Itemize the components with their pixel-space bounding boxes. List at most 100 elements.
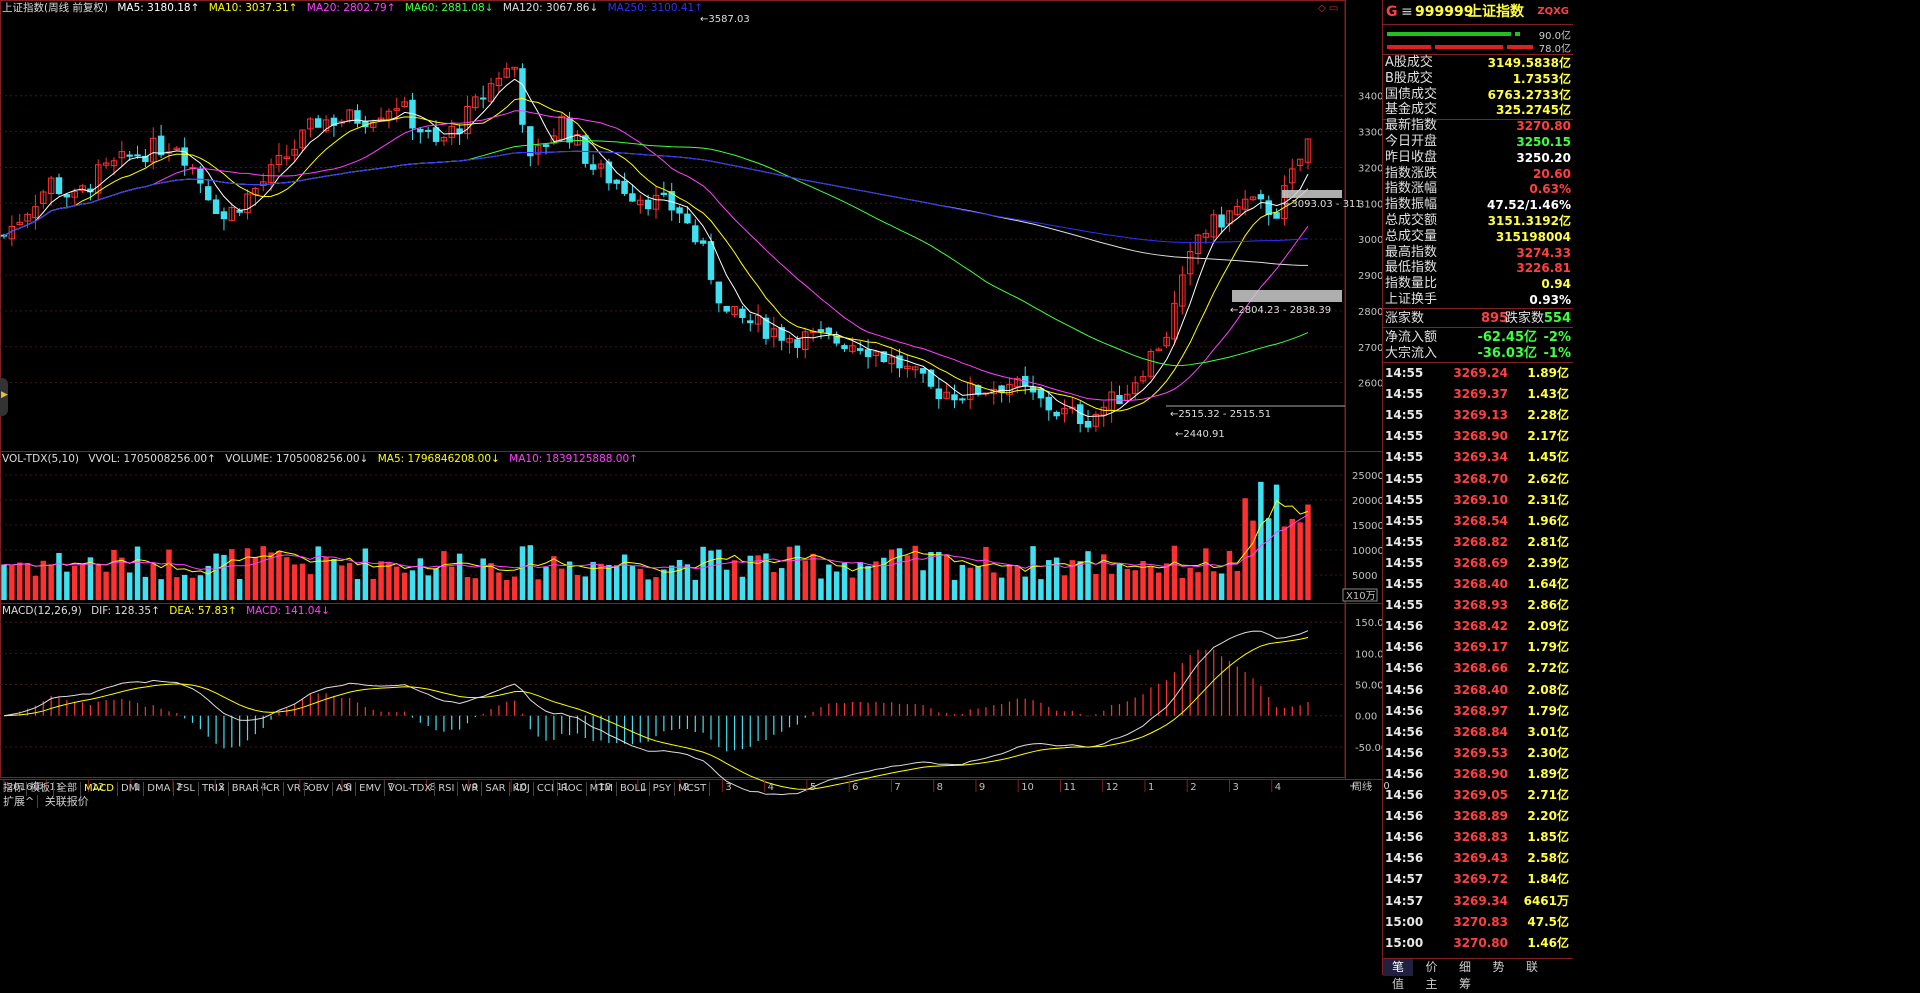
ma250-line [3, 150, 1309, 243]
menu-icon[interactable]: ≡ [1401, 4, 1413, 20]
tab-xi[interactable]: 细 [1458, 960, 1471, 974]
tab-jia[interactable]: 价 [1425, 960, 1438, 974]
indicator-tab[interactable]: DMI [118, 782, 145, 796]
tick-price: 3269.53 [1453, 745, 1508, 760]
tick-volume: 1.46亿 [1527, 935, 1569, 950]
zoom-reset-button[interactable]: 0 [1383, 781, 1390, 792]
volume-bar [1305, 504, 1311, 600]
expand-button[interactable]: 扩展^ [0, 795, 39, 808]
volume-bar [40, 560, 47, 600]
indicator-tab[interactable]: BOLL [617, 782, 650, 796]
indicator-tab[interactable]: WR [458, 782, 483, 796]
indicator-tabbar[interactable]: 指标 模板 全部 MACD DMI DMA FSL TRIX BRAR CR VR OBV ASI EMV… [0, 781, 711, 796]
tab-lian[interactable]: 联 [1525, 960, 1538, 974]
indicator-tab[interactable]: OBV [305, 782, 333, 796]
candle-body [1100, 406, 1107, 416]
candle-body [503, 68, 510, 78]
block-inflow-pct: -1% [1543, 346, 1571, 361]
indicator-tab[interactable]: RSI [435, 782, 459, 796]
indicator-tab[interactable]: 全部 [54, 782, 81, 796]
quote-header[interactable]: G ≡ 999999 上证指数 ZQXG [1383, 0, 1573, 25]
indicator-tab[interactable]: MACD [81, 782, 118, 796]
volume-bar [904, 555, 911, 600]
volume-bar [1226, 550, 1233, 600]
ma5-line [3, 78, 1309, 417]
volume-bar [684, 564, 691, 600]
tab-bi[interactable]: 笔 [1383, 959, 1413, 976]
indicator-tab[interactable]: PSY [650, 782, 676, 796]
candle-body [1281, 185, 1288, 219]
indicator-tab[interactable]: BRAR [229, 782, 263, 796]
candle-body [440, 137, 448, 142]
panel-tabs[interactable]: 笔 价 细 势 联 值 主 筹 [1383, 958, 1573, 991]
candle-body [1296, 158, 1304, 166]
volume-bar [103, 571, 109, 600]
volume-bar [205, 565, 211, 600]
indicator-tab[interactable]: ROC [558, 782, 587, 796]
zoom-in-button[interactable]: + [1349, 781, 1358, 792]
zoom-controls[interactable]: + - 0 [1345, 781, 1394, 792]
volume-bar [574, 574, 581, 600]
stat-value: 20.60 [1533, 166, 1571, 181]
volume-bar [841, 562, 848, 600]
zqxg-tag[interactable]: ZQXG [1537, 6, 1569, 17]
date-tick-label: 9 [979, 782, 985, 793]
indicator-tab[interactable]: KDJ [510, 782, 534, 796]
indicator-tab[interactable]: VR [284, 782, 305, 796]
indicator-tab[interactable]: VOL-TDX [385, 782, 436, 796]
tick-volume: 1.43亿 [1527, 387, 1569, 402]
price-tick-label: 3300 [1358, 128, 1383, 139]
tab-zhu[interactable]: 主 [1425, 977, 1438, 991]
volume-bar [857, 562, 863, 600]
tick-time: 14:55 [1385, 429, 1424, 444]
volume-bar [496, 572, 502, 600]
tab-zhi[interactable]: 值 [1391, 977, 1404, 991]
volume-bar [1273, 484, 1280, 600]
candle-body [1139, 376, 1147, 382]
expand-left-handle[interactable]: ▶ [0, 378, 8, 416]
indicator-tab[interactable]: CCI [534, 782, 558, 796]
indicator-tab[interactable]: EMV [356, 782, 385, 796]
indicator-tab[interactable]: 指标 [0, 782, 27, 796]
tab-chou[interactable]: 筹 [1458, 977, 1471, 991]
indicator-tab[interactable]: DMA [144, 782, 175, 796]
tab-shi[interactable]: 势 [1492, 960, 1505, 974]
volume-bar [441, 551, 447, 600]
indicator-tab[interactable]: MCST [675, 782, 711, 796]
volume-bar [346, 563, 353, 600]
volume-bar [323, 556, 329, 600]
indicator-tab[interactable]: TRIX [199, 782, 229, 796]
candle-body [16, 221, 23, 225]
indicator-tab[interactable]: MTM [587, 782, 617, 796]
stat-row: 上证换手 0.93% [1383, 292, 1573, 308]
tick-volume: 3.01亿 [1527, 724, 1569, 739]
tick-row: 14:56 3269.53 2.30亿 [1383, 744, 1573, 762]
indicator-tab[interactable]: CR [263, 782, 284, 796]
volume-bar [849, 577, 856, 600]
volume-label: VOLUME: 1705008256.00↓ [225, 453, 369, 465]
zoom-out-button[interactable]: - [1368, 781, 1373, 792]
volume-bar [1250, 520, 1256, 600]
related-quote-button[interactable]: 关联报价 [44, 795, 89, 808]
date-tick-label: 7 [894, 782, 900, 793]
period-label: 周线 [1352, 780, 1372, 793]
window-controls[interactable]: ◇ ▭ [1318, 3, 1339, 14]
tick-volume: 2.09亿 [1527, 619, 1569, 634]
volume-bar [1116, 563, 1123, 600]
date-tick-label: 2 [683, 782, 689, 793]
volume-bar [362, 548, 369, 600]
indicator-tab[interactable]: FSL [174, 782, 199, 796]
price-tick-label: 3000 [1358, 235, 1383, 246]
candle-body [582, 135, 589, 164]
indicator-tab[interactable]: ASI [333, 782, 357, 796]
volume-bar [637, 568, 644, 600]
date-tick-label: 10 [514, 782, 527, 793]
indicator-tab[interactable]: SAR [482, 782, 510, 796]
candle-body [464, 106, 471, 135]
candle-body [71, 190, 78, 198]
stat-row: 最新指数 3270.80 [1383, 118, 1573, 134]
updown-row: 涨家数 895 跌家数 554 [1383, 309, 1573, 328]
indicator-tab[interactable]: 模板 [27, 782, 54, 796]
volume-bar [928, 552, 934, 600]
